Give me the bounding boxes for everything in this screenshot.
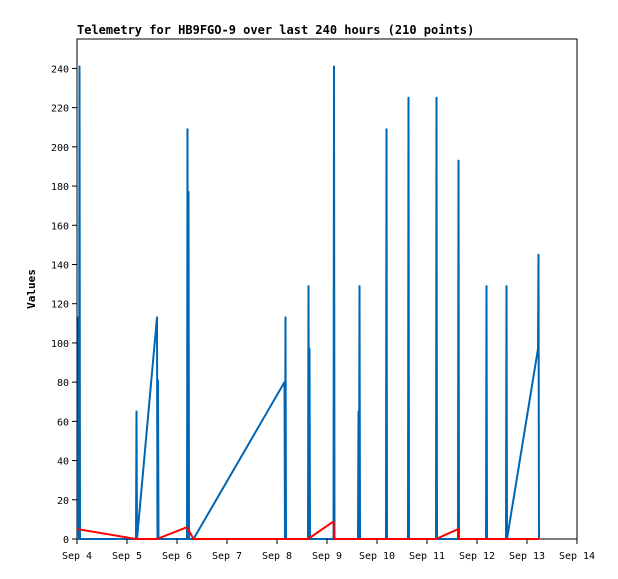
chart-title: Telemetry for HB9FGO-9 over last 240 hou… — [77, 23, 474, 37]
x-tick-label: Sep 5 — [112, 551, 142, 562]
x-tick-label: Sep 10 — [359, 551, 395, 562]
x-tick-label: Sep 14 — [559, 551, 595, 562]
y-tick-label: 40 — [57, 457, 69, 468]
plot-frame — [76, 38, 578, 540]
y-tick-label: 100 — [51, 339, 69, 350]
y-axis-label: Values — [25, 269, 38, 309]
x-tick-label: Sep 12 — [459, 551, 495, 562]
y-tick-label: 120 — [51, 300, 69, 311]
y-axis: 0 20 40 60 80 100 120 140 160 180 200 220 240 — [51, 64, 77, 546]
x-tick-label: Sep 11 — [409, 551, 445, 562]
x-tick-label: Sep 13 — [509, 551, 545, 562]
y-tick-label: 180 — [51, 182, 69, 193]
y-tick-label: 80 — [57, 378, 69, 389]
x-tick-label: Sep 8 — [262, 551, 292, 562]
y-tick-label: 20 — [57, 496, 69, 507]
series-line-1 — [77, 65, 540, 540]
x-tick-label: Sep 9 — [312, 551, 342, 562]
y-tick-label: 0 — [63, 535, 69, 546]
y-tick-label: 140 — [51, 260, 69, 271]
y-tick-label: 160 — [51, 221, 69, 232]
x-tick-label: Sep 7 — [212, 551, 242, 562]
x-axis: Sep 4 Sep 5 Sep 6 Sep 7 Sep 8 Sep 9 Sep 10 Sep … — [62, 539, 595, 562]
y-tick-label: 200 — [51, 143, 69, 154]
y-tick-label: 60 — [57, 417, 69, 428]
x-tick-label: Sep 6 — [162, 551, 192, 562]
y-tick-label: 240 — [51, 64, 69, 75]
y-tick-label: 220 — [51, 104, 69, 115]
series-layer — [77, 65, 540, 540]
series-line-2 — [77, 520, 539, 540]
x-tick-label: Sep 4 — [62, 551, 92, 562]
